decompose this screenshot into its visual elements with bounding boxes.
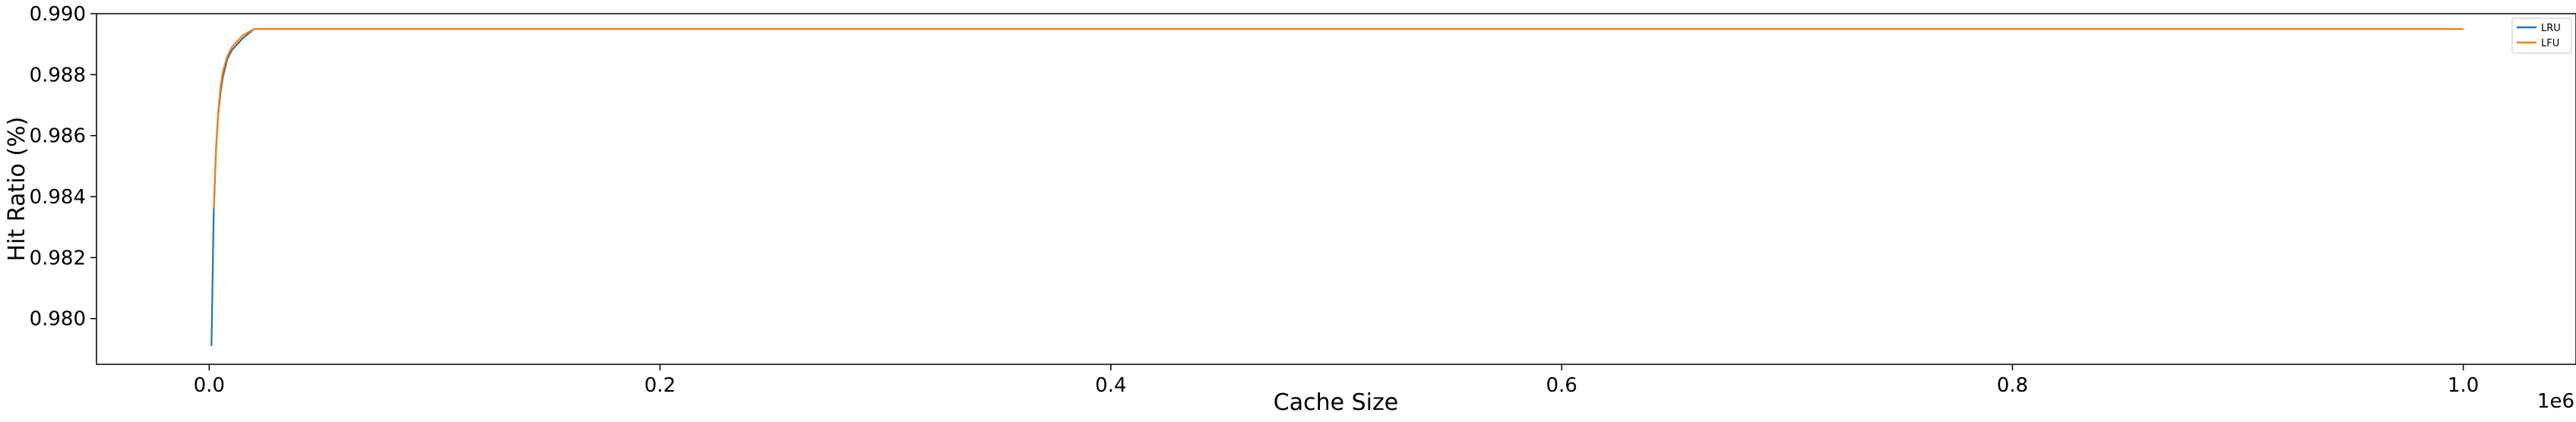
legend-label-lru: LRU <box>2541 23 2561 34</box>
y-tick-label: 0.980 <box>30 308 86 331</box>
y-tick-label: 0.988 <box>30 64 86 87</box>
legend: LRU LFU <box>2511 17 2572 54</box>
y-tick-label: 0.982 <box>30 247 86 269</box>
series-line-lfu <box>213 27 2464 209</box>
x-tick-label: 1.0 <box>2448 374 2479 397</box>
y-tick-label: 0.990 <box>30 3 86 26</box>
x-tick-label: 0.0 <box>194 374 225 397</box>
x-tick-label: 0.2 <box>644 374 676 397</box>
y-tick-label: 0.984 <box>30 186 86 209</box>
x-offset-label: 1e6 <box>2537 390 2574 413</box>
y-tick-label: 0.986 <box>30 125 86 148</box>
y-axis-label: Hit Ratio (%) <box>4 117 30 262</box>
x-axis-ticks: 0.0 0.2 0.4 0.6 0.8 1.0 <box>194 364 2479 397</box>
y-axis-ticks: 0.980 0.982 0.984 0.986 0.988 0.990 <box>30 3 97 331</box>
x-tick-label: 0.8 <box>1997 374 2028 397</box>
plot-area <box>96 13 2576 365</box>
series-lines <box>210 27 2464 346</box>
legend-label-lfu: LFU <box>2541 38 2559 49</box>
x-tick-label: 0.4 <box>1095 374 1126 397</box>
x-tick-label: 0.6 <box>1546 374 1577 397</box>
x-axis-label: Cache Size <box>1274 389 1398 416</box>
